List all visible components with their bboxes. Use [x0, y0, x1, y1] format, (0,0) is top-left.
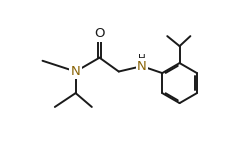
Text: N: N	[71, 65, 80, 78]
Text: N: N	[137, 60, 147, 73]
Text: H: H	[138, 54, 146, 64]
Text: O: O	[94, 27, 105, 40]
